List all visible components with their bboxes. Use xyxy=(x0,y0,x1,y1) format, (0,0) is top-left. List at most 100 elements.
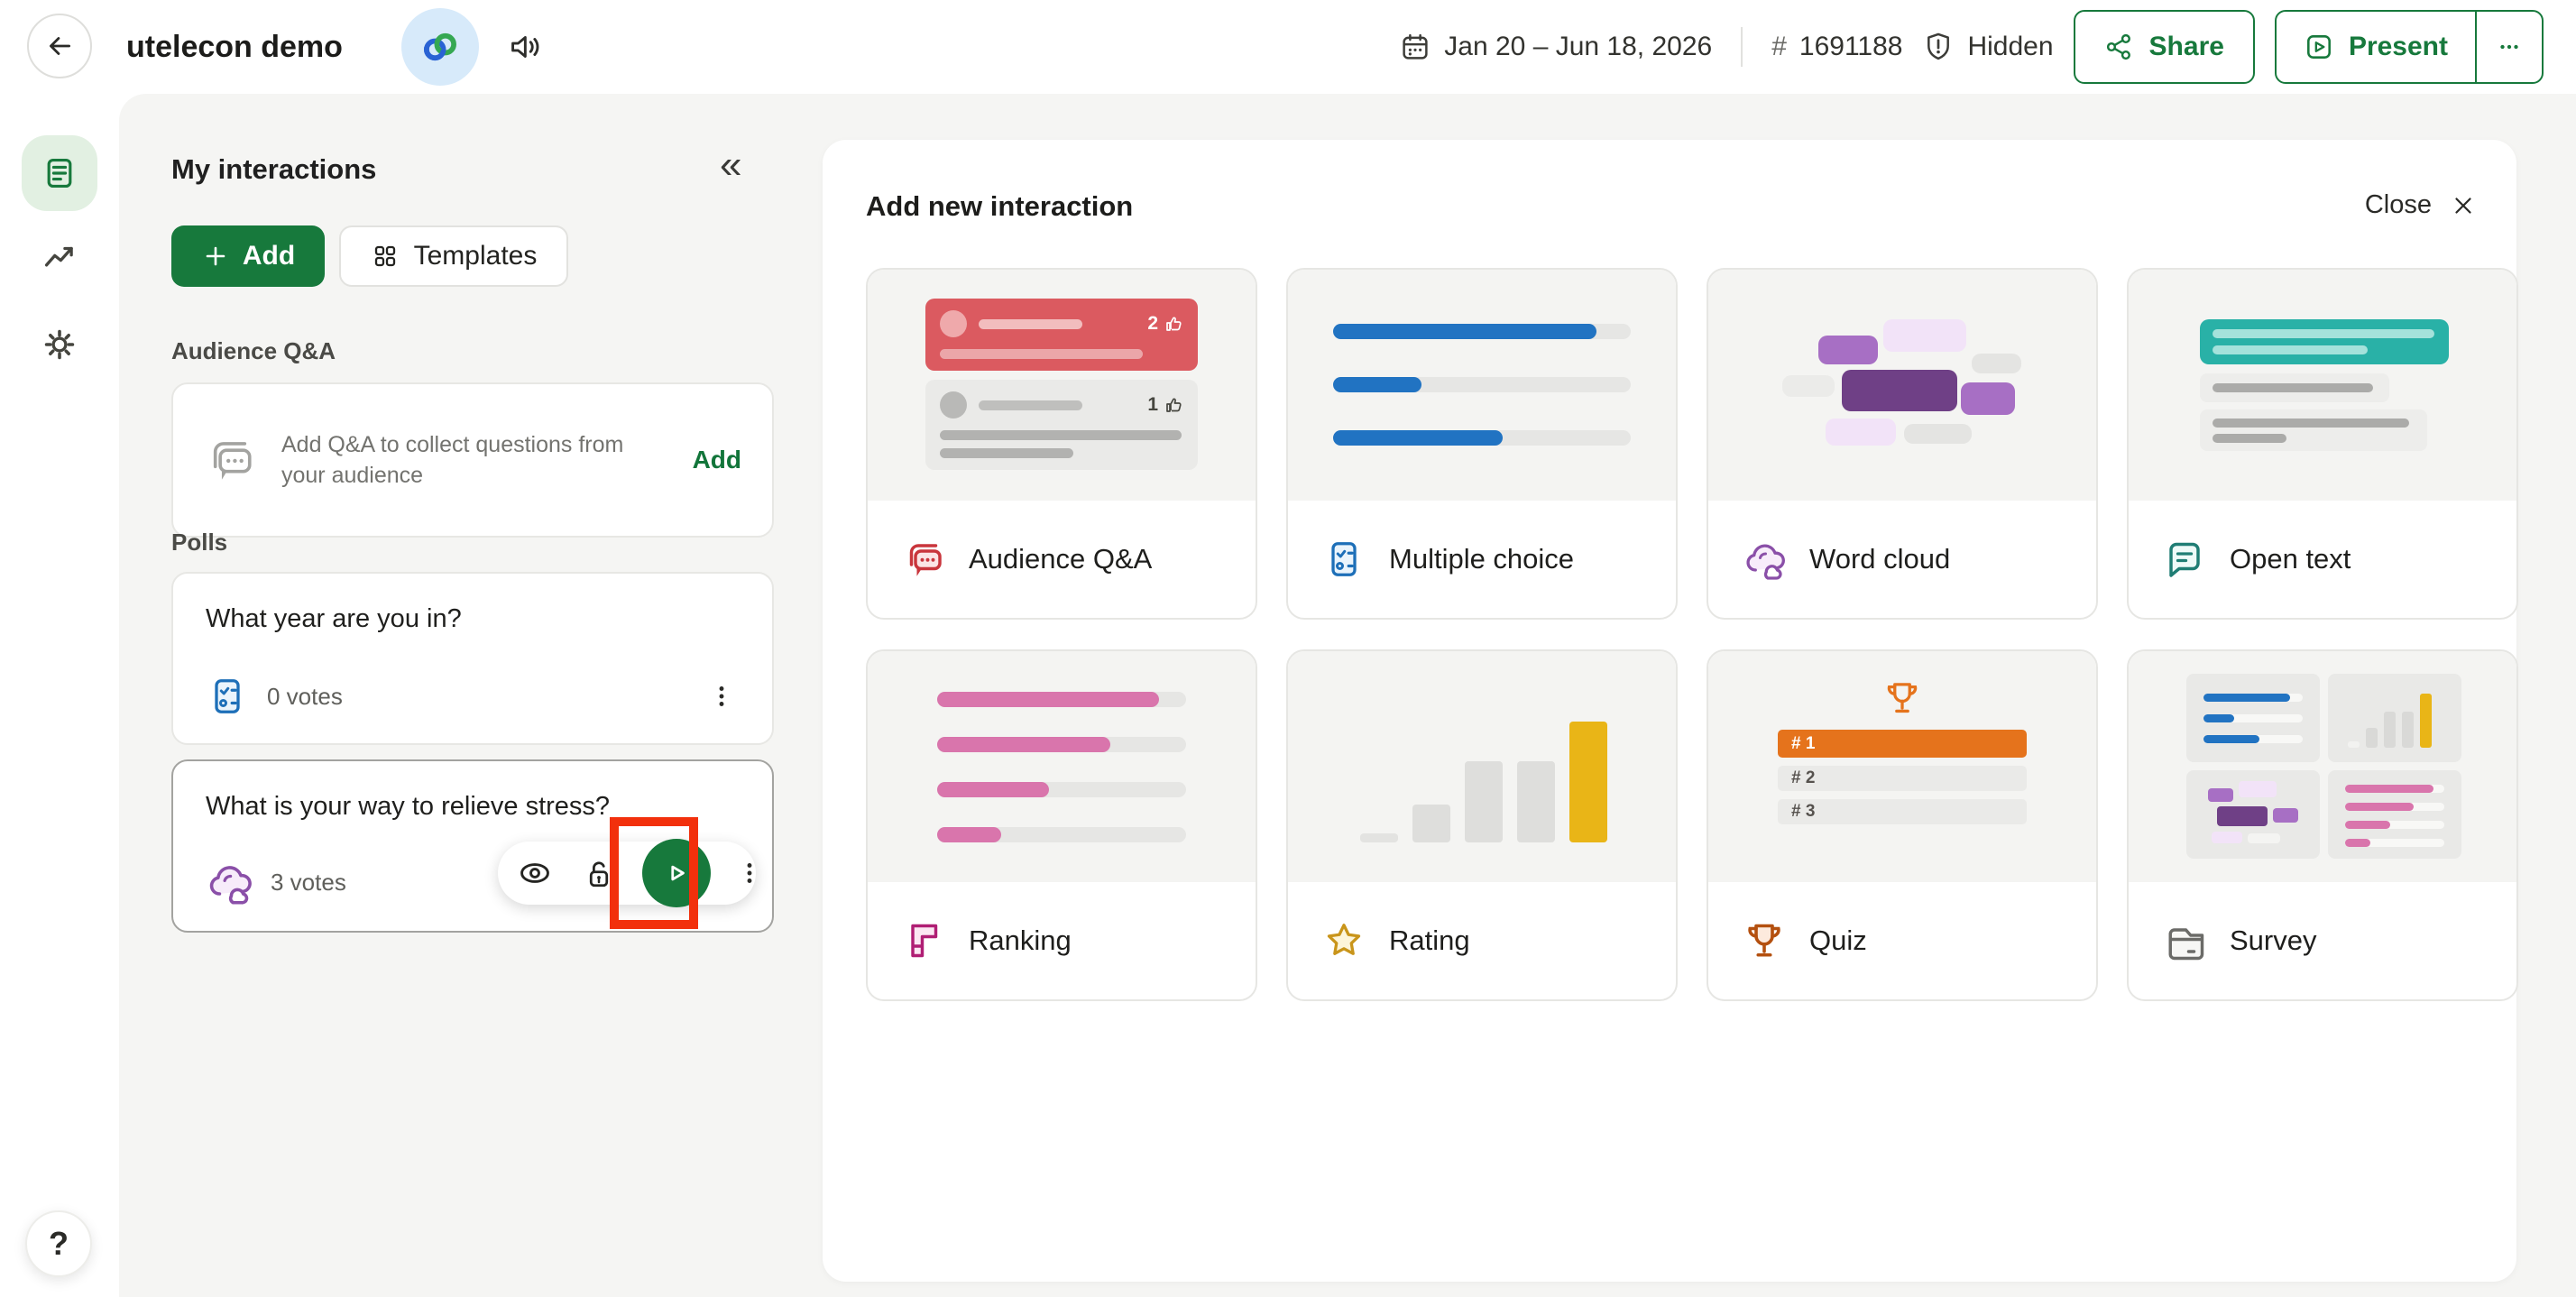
add-interaction-button[interactable]: Add xyxy=(171,225,325,287)
interaction-card-rating[interactable]: Rating xyxy=(1286,649,1678,1001)
settings-icon xyxy=(44,329,75,360)
announcement-icon[interactable] xyxy=(507,28,545,70)
open-text-thumbnail xyxy=(2129,270,2516,501)
plus-icon xyxy=(206,246,225,266)
thumbs-up-icon xyxy=(1166,398,1182,412)
interaction-card-label: Ranking xyxy=(969,924,1072,956)
quiz-rank-row: # 1 xyxy=(1791,733,1816,753)
templates-button-label: Templates xyxy=(413,241,538,271)
open-text-icon xyxy=(2169,542,2200,577)
interaction-type-grid: 2 1 xyxy=(866,268,2518,1001)
quiz-trophy-icon xyxy=(1748,924,1780,957)
interaction-card-word-cloud[interactable]: Word cloud xyxy=(1707,268,2098,620)
left-rail: ? xyxy=(0,94,119,1297)
rail-item-insights[interactable] xyxy=(22,220,97,296)
interaction-card-quiz[interactable]: # 1 # 2 # 3 xyxy=(1707,649,2098,1001)
trophy-icon xyxy=(1887,683,1918,713)
word-cloud-icon xyxy=(209,866,252,905)
dialog-title: Add new interaction xyxy=(866,190,1134,222)
ellipsis-icon xyxy=(2500,44,2518,50)
qa-add-link[interactable]: Add xyxy=(692,446,741,474)
app-header: utelecon demo Jan 20 – Jun 18, 2026 # 16… xyxy=(0,0,2576,94)
ranking-thumbnail xyxy=(868,651,1256,882)
qa-section-label: Audience Q&A xyxy=(171,337,336,364)
poll-votes: 0 votes xyxy=(267,682,343,710)
interaction-card-label: Multiple choice xyxy=(1389,543,1575,575)
help-icon: ? xyxy=(49,1225,69,1262)
back-arrow-icon xyxy=(50,37,71,55)
voting-code-value: 1691188 xyxy=(1799,32,1903,61)
audience-qa-thumbnail: 2 1 xyxy=(868,270,1256,501)
templates-button[interactable]: Templates xyxy=(339,225,568,287)
thumbs-up-icon xyxy=(1166,317,1182,331)
rating-star-icon xyxy=(1327,924,1361,955)
add-interaction-dialog: Add new interaction Close xyxy=(823,140,2518,1282)
share-icon xyxy=(2106,33,2130,60)
templates-grid-icon xyxy=(374,245,395,267)
back-button[interactable] xyxy=(27,14,92,78)
poll-title: What year are you in? xyxy=(206,604,462,633)
interaction-card-ranking[interactable]: Ranking xyxy=(866,649,1257,1001)
polls-section-label: Polls xyxy=(171,529,228,556)
close-icon xyxy=(2455,197,2471,214)
present-poll-play-button[interactable] xyxy=(642,839,711,907)
help-button[interactable]: ? xyxy=(25,1210,92,1277)
word-cloud-thumbnail xyxy=(1708,270,2096,501)
poll-card-what-year[interactable]: What year are you in? 0 votes xyxy=(171,572,774,745)
interaction-card-label: Word cloud xyxy=(1809,543,1951,575)
visibility-status[interactable]: Hidden xyxy=(1922,31,2054,63)
close-dialog-button[interactable]: Close xyxy=(2365,190,2477,220)
poll-menu-button[interactable] xyxy=(702,675,741,718)
interaction-card-audience-qa[interactable]: 2 1 xyxy=(866,268,1257,620)
interaction-card-label: Quiz xyxy=(1809,924,1867,956)
collapse-panel-icon[interactable]: « xyxy=(720,143,742,187)
interaction-card-survey[interactable]: Survey xyxy=(2127,649,2518,1001)
poll-votes: 3 votes xyxy=(271,868,346,896)
header-divider xyxy=(1741,27,1743,67)
interaction-card-open-text[interactable]: Open text xyxy=(2127,268,2518,620)
poll-hover-toolbar xyxy=(498,839,756,907)
present-split-button: Present xyxy=(2274,10,2544,84)
webex-logo-icon xyxy=(401,8,479,86)
poll-menu-button[interactable] xyxy=(736,853,763,893)
present-label: Present xyxy=(2348,32,2448,61)
kebab-icon xyxy=(747,863,752,883)
close-label: Close xyxy=(2364,190,2432,219)
calendar-icon xyxy=(1403,33,1428,60)
add-button-label: Add xyxy=(242,241,296,271)
kebab-icon xyxy=(719,686,724,706)
interaction-card-label: Rating xyxy=(1389,924,1470,956)
ranking-icon xyxy=(911,924,938,958)
unlock-icon xyxy=(589,861,609,888)
rail-item-interactions[interactable] xyxy=(22,135,97,211)
qa-empty-card: Add Q&A to collect questions from your a… xyxy=(171,382,774,538)
shield-alert-icon xyxy=(1927,32,1950,60)
audience-qa-icon xyxy=(909,544,942,576)
survey-folder-icon xyxy=(2168,928,2204,961)
present-more-button[interactable] xyxy=(2475,12,2542,82)
multiple-choice-icon xyxy=(1331,542,1357,576)
rail-item-settings[interactable] xyxy=(22,307,97,382)
present-button[interactable]: Present xyxy=(2277,12,2475,82)
present-play-icon xyxy=(2306,35,2331,59)
play-icon xyxy=(671,865,685,881)
preview-eye-button[interactable] xyxy=(516,853,554,893)
date-range-text: Jan 20 – Jun 18, 2026 xyxy=(1444,32,1713,61)
visibility-label: Hidden xyxy=(1967,32,2054,61)
date-range[interactable]: Jan 20 – Jun 18, 2026 xyxy=(1399,31,1712,63)
share-label: Share xyxy=(2148,32,2224,61)
poll-title: What is your way to relieve stress? xyxy=(206,792,611,821)
lock-toggle-button[interactable] xyxy=(581,853,617,893)
multiple-choice-icon xyxy=(215,679,240,713)
share-button[interactable]: Share xyxy=(2073,10,2255,84)
voting-code[interactable]: # 1691188 xyxy=(1771,32,1902,62)
qa-chat-icon xyxy=(213,442,252,480)
quiz-thumbnail: # 1 # 2 # 3 xyxy=(1708,651,2096,882)
panel-title: My interactions xyxy=(171,153,377,185)
interaction-card-multiple-choice[interactable]: Multiple choice xyxy=(1286,268,1678,620)
rating-thumbnail xyxy=(1288,651,1676,882)
like-count: 2 xyxy=(1147,313,1158,334)
quiz-rank-row: # 2 xyxy=(1791,768,1816,787)
insights-icon xyxy=(44,246,73,267)
interaction-card-label: Open text xyxy=(2230,543,2351,575)
